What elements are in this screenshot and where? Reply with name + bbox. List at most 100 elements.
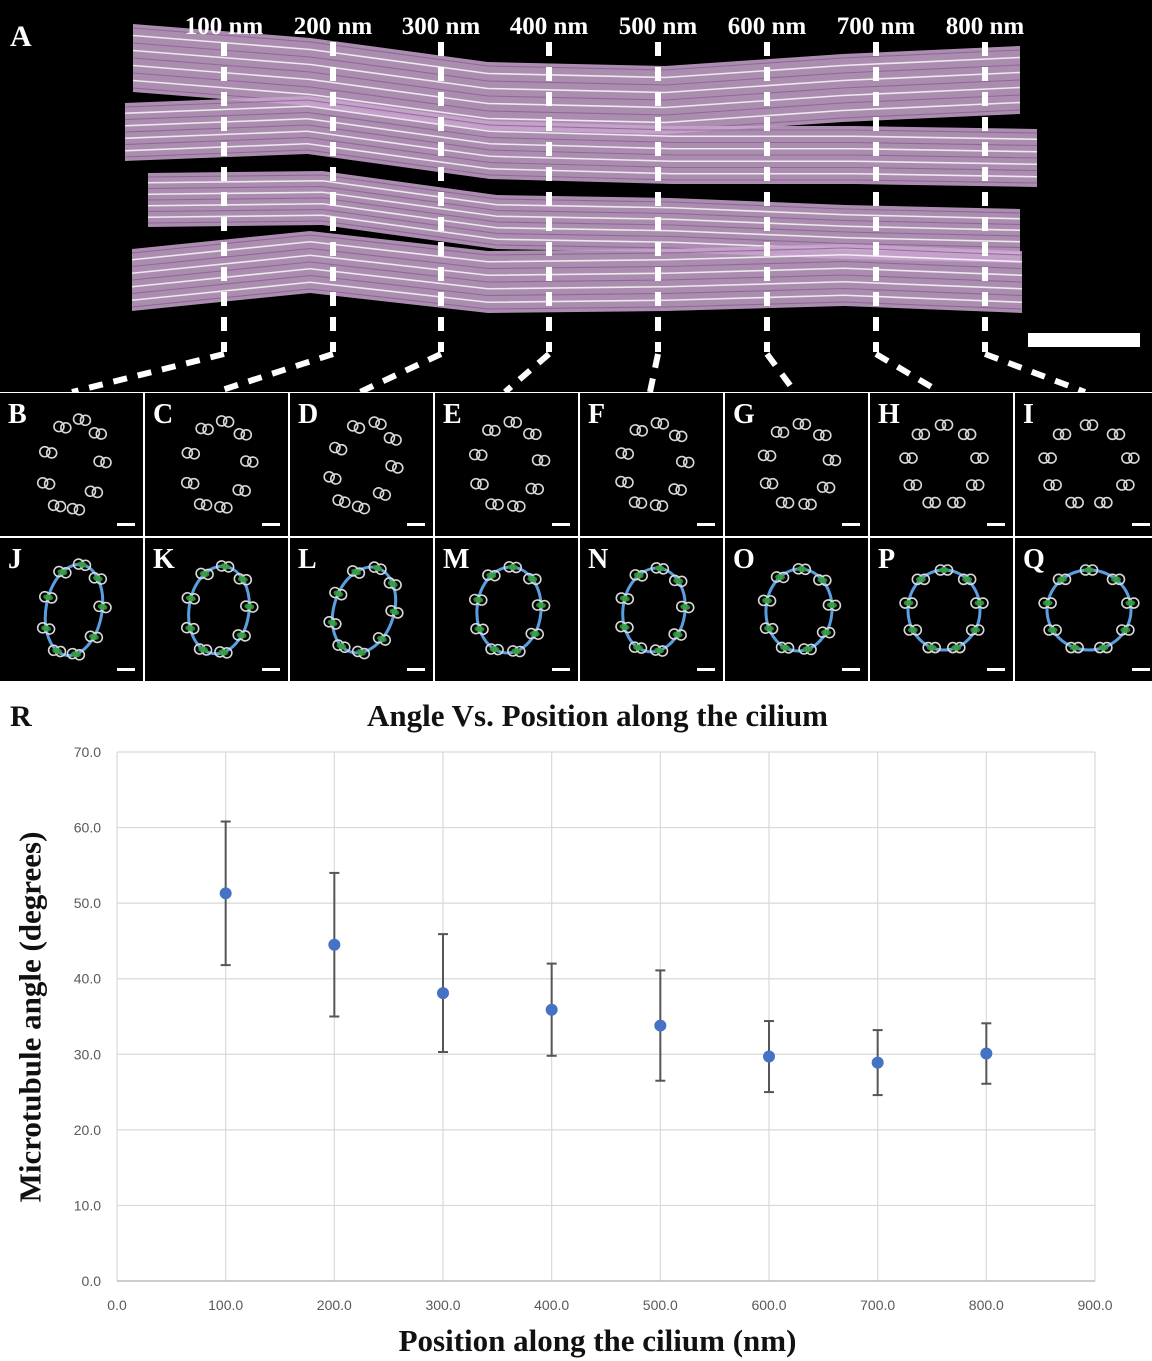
scale-bar	[697, 668, 715, 671]
microtubule-doublet	[792, 418, 812, 431]
microtubule-doublet	[822, 454, 842, 467]
microtubule-doublet	[240, 455, 259, 468]
microtubule-doublet	[965, 624, 985, 636]
microtubule-doublet	[346, 420, 366, 434]
microtubule-doublet	[47, 499, 67, 513]
connector-dash	[647, 353, 661, 392]
data-point	[545, 1003, 558, 1016]
microtubule-doublet	[903, 624, 923, 636]
y-tick-label: 0.0	[82, 1273, 102, 1289]
microtubule-doublet	[195, 422, 214, 436]
cross-section-tile-c: C	[145, 393, 288, 536]
cross-section-tile-d: D	[290, 393, 433, 536]
panel-letter: F	[588, 399, 606, 430]
microtubule-doublet	[36, 622, 56, 635]
position-label: 400 nm	[509, 13, 589, 40]
microtubule-doublet	[1043, 624, 1062, 636]
panel-letter: B	[8, 399, 27, 430]
microtubule-doublet	[903, 479, 923, 491]
microtubule-doublet	[323, 616, 342, 630]
microtubule-doublet	[615, 592, 635, 605]
microtubule-doublet	[503, 561, 523, 574]
scale-bar	[117, 668, 135, 671]
microtubule-doublet	[816, 481, 836, 494]
panel-letter: Q	[1023, 544, 1045, 575]
microtubule-doublet	[675, 455, 695, 469]
microtubule-doublet	[351, 645, 371, 660]
microtubule-doublet	[88, 572, 108, 585]
cross-section-tile-q: Q	[1015, 538, 1152, 681]
microtubule-doublet	[240, 600, 259, 613]
data-point	[328, 938, 341, 951]
angle-chart: 0.0 10.0 20.0 30.0 40.0 50.0 60.0 70.0 0.0 100.0 2…	[74, 744, 1113, 1313]
microtubule-doublet	[759, 622, 779, 635]
microtubule-doublet	[525, 627, 545, 640]
microtubule-doublet	[93, 600, 112, 614]
cross-section-tile-g: G	[725, 393, 868, 536]
panel-letter: L	[298, 544, 317, 575]
microtubule-doublet	[329, 586, 348, 601]
microtubule-doublet	[650, 417, 670, 430]
microtubule-doublet	[970, 452, 989, 464]
position-label: 500 nm	[618, 13, 698, 40]
microtubule-doublet	[1079, 419, 1099, 431]
cross-section-tile-o: O	[725, 538, 868, 681]
connector-dash	[764, 352, 798, 392]
cross-section-tile-b: B	[0, 393, 143, 536]
microtubule-bundle	[124, 96, 1038, 187]
microtubule-doublet	[1116, 624, 1135, 636]
microtubule-doublet	[1043, 479, 1062, 491]
microtubule-doublet	[628, 496, 648, 509]
microtubule-doublet	[813, 429, 832, 442]
microtubule-doublet	[615, 620, 634, 634]
x-tick-label: 700.0	[860, 1297, 895, 1313]
microtubule-doublet	[351, 500, 371, 515]
panel-letter: C	[153, 399, 174, 430]
microtubule-doublet	[947, 641, 966, 654]
microtubule-doublet	[531, 454, 551, 467]
microtubule-doublet	[346, 565, 366, 579]
microtubule-doublet	[525, 482, 545, 495]
x-tick-label: 900.0	[1077, 1297, 1112, 1313]
cross-section-tile-m: M	[435, 538, 578, 681]
microtubule-doublet	[957, 573, 977, 586]
data-point	[437, 987, 449, 1000]
microtubule-doublet	[470, 622, 489, 636]
cross-section-tile-f: F	[580, 393, 723, 536]
microtubule-doublet	[649, 644, 669, 657]
scale-bar	[1132, 523, 1150, 526]
microtubule-doublet	[1106, 573, 1126, 586]
microtubule-doublet	[792, 563, 812, 576]
position-label: 600 nm	[727, 13, 807, 40]
microtubule-doublet	[922, 641, 941, 654]
y-tick-label: 20.0	[74, 1122, 101, 1138]
microtubule-doublet	[372, 632, 392, 646]
cross-section-tile-p: P	[870, 538, 1013, 681]
y-tick-label: 50.0	[74, 895, 101, 911]
data-point	[654, 1019, 667, 1032]
microtubule-doublet	[813, 574, 832, 587]
panel-letter: M	[443, 544, 470, 575]
microtubule-doublet	[523, 427, 542, 441]
scale-bar	[407, 523, 425, 526]
cross-section-tile-l: L	[290, 538, 433, 681]
microtubule-doublet	[233, 573, 253, 586]
microtubule-doublet	[215, 415, 235, 428]
data-point	[219, 887, 232, 900]
microtubule-doublet	[1052, 428, 1072, 441]
x-tick-label: 100.0	[208, 1297, 243, 1313]
y-tick-label: 10.0	[74, 1197, 101, 1213]
connector-dash	[983, 351, 1087, 392]
microtubule-doublet	[88, 427, 108, 440]
microtubule-doublet	[368, 416, 387, 431]
microtubule-doublet	[485, 498, 504, 511]
microtubule-doublet	[468, 593, 488, 606]
microtubule-doublet	[1065, 496, 1084, 509]
microtubule-doublet	[1038, 452, 1057, 464]
microtubule-doublet	[757, 449, 777, 462]
microtubule-doublet	[531, 599, 551, 612]
panel-letter: G	[733, 399, 755, 430]
y-tick-label: 70.0	[74, 744, 101, 760]
data-point	[763, 1050, 775, 1063]
ellipse-fit	[1045, 568, 1133, 652]
